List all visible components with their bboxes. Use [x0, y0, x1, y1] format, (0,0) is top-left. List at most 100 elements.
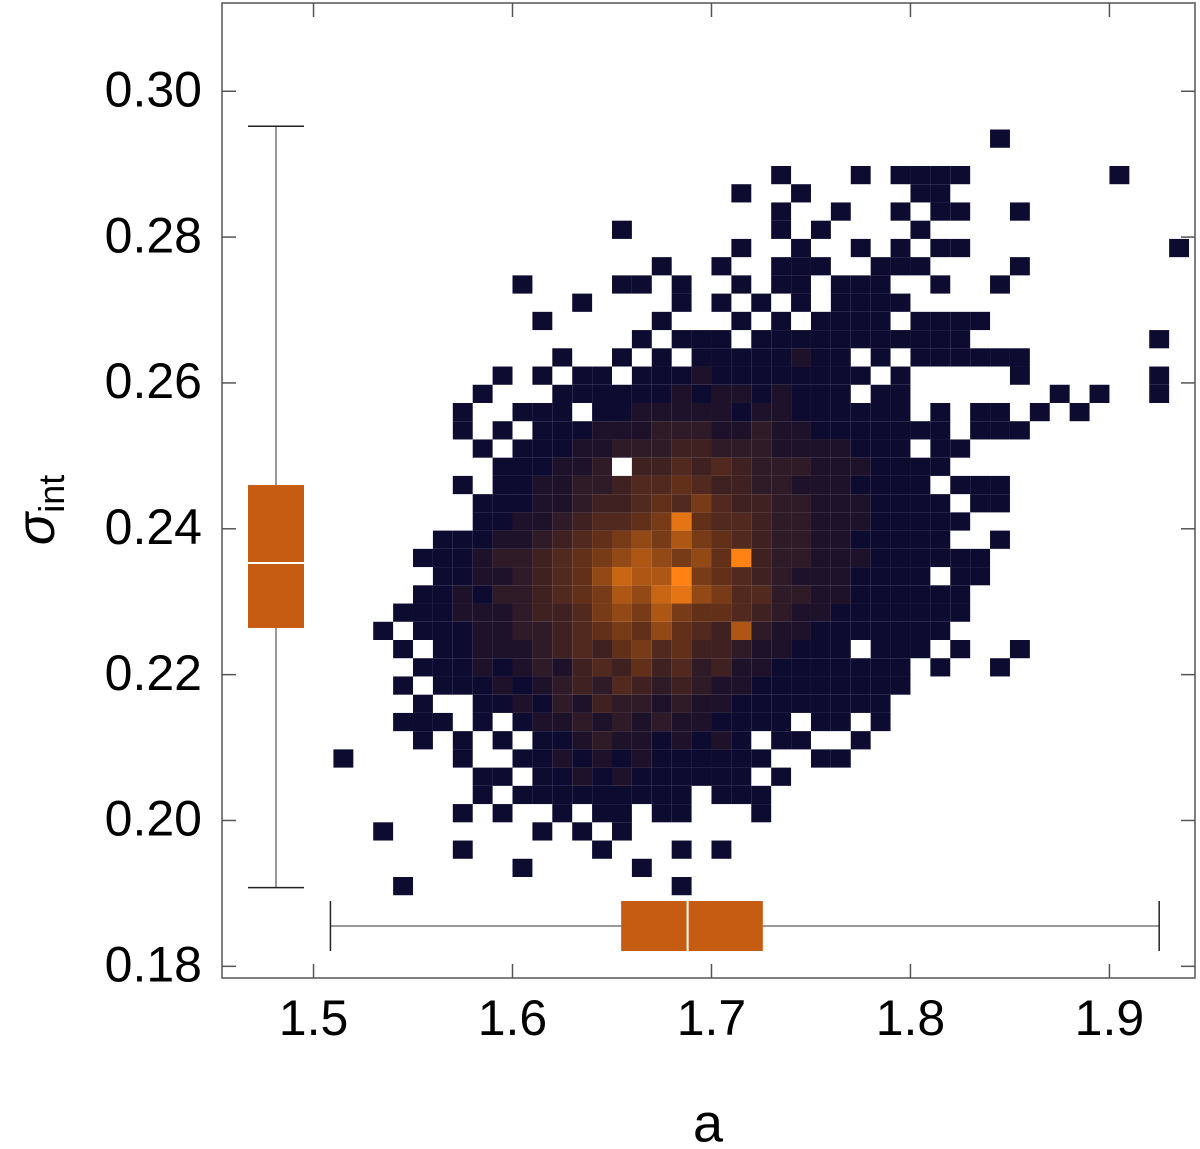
heat-cell: [791, 658, 811, 677]
heat-cell: [532, 567, 553, 586]
heat-cell: [830, 275, 851, 294]
heat-cell: [671, 585, 692, 604]
heat-cell: [930, 494, 951, 513]
heat-cell: [870, 676, 891, 695]
heat-cell: [930, 548, 951, 568]
heat-cell: [771, 694, 792, 713]
heat-cell: [552, 494, 573, 513]
heat-cell: [1029, 402, 1050, 422]
heat-cell: [611, 621, 632, 640]
heat-cell: [413, 731, 433, 750]
heat-cell: [631, 858, 652, 877]
heat-cell: [611, 712, 632, 732]
heat-cell: [751, 621, 772, 640]
heat-cell: [532, 658, 553, 677]
heat-cell: [930, 165, 951, 185]
heat-cell: [452, 421, 473, 440]
heat-cell: [651, 366, 672, 385]
heat-cell: [651, 384, 672, 403]
heat-cell: [472, 567, 493, 586]
heat-cell: [870, 421, 891, 440]
heat-cell: [930, 330, 951, 349]
heat-cell: [572, 293, 593, 312]
heat-cell: [671, 530, 692, 549]
heat-cell: [631, 658, 652, 677]
heat-cell: [930, 421, 951, 440]
heat-cell: [592, 494, 612, 513]
heat-cell: [691, 639, 712, 659]
heat-cell: [830, 548, 851, 568]
heat-cell: [432, 621, 453, 640]
heat-cell: [452, 567, 473, 586]
heat-cell: [870, 621, 891, 640]
heat-cell: [691, 548, 712, 568]
heat-cell: [532, 311, 553, 331]
heat-cell: [572, 567, 593, 586]
heat-cell: [452, 530, 473, 549]
x-tick-label: 1.6: [478, 990, 548, 1046]
heat-cell: [751, 530, 772, 549]
heat-cell: [631, 402, 652, 422]
heat-cell: [631, 421, 652, 440]
heat-cell: [791, 530, 811, 549]
heat-cell: [830, 330, 851, 349]
heat-cell: [572, 585, 593, 604]
heat-cell: [711, 621, 732, 640]
heat-cell: [691, 512, 712, 531]
heat-cell: [691, 767, 712, 786]
heat-cell: [810, 585, 831, 604]
heat-cell: [592, 639, 612, 659]
heat-cell: [830, 494, 851, 513]
heat-cell: [810, 621, 831, 640]
heat-cell: [572, 603, 593, 622]
heat-cell: [771, 257, 792, 276]
heat-cell: [890, 494, 911, 513]
heat-cell: [970, 567, 991, 586]
y-tick-label: 0.28: [105, 207, 202, 263]
heat-cell: [592, 785, 612, 805]
heat-cell: [592, 530, 612, 549]
heat-cell: [711, 658, 732, 677]
heat-cell: [691, 694, 712, 713]
heat-cell: [552, 457, 573, 476]
heat-cell: [432, 712, 453, 732]
heat-cell: [631, 275, 652, 294]
heat-cell: [512, 658, 533, 677]
heat-cell: [870, 348, 891, 367]
heat-cell: [771, 512, 792, 531]
heat-cell: [452, 676, 473, 695]
heat-cell: [631, 785, 652, 805]
heat-cell: [751, 694, 772, 713]
heat-cell: [512, 275, 533, 294]
heat-cell: [691, 603, 712, 622]
heat-cell: [930, 585, 951, 604]
heat-cell: [771, 731, 792, 750]
heat-cell: [651, 658, 672, 677]
heat-cell: [651, 676, 672, 695]
heat-cell: [512, 712, 533, 732]
heat-cell: [631, 530, 652, 549]
heat-cell: [452, 402, 473, 422]
heat-cell: [572, 494, 593, 513]
heat-cell: [751, 494, 772, 513]
heat-cell: [711, 585, 732, 604]
heat-cell: [691, 749, 712, 768]
heat-cell: [671, 731, 692, 750]
heat-cell: [472, 694, 493, 713]
heat-cell: [830, 421, 851, 440]
heat-cell: [731, 658, 752, 677]
heat-cell: [810, 402, 831, 422]
heat-cell: [930, 402, 951, 422]
heat-cell: [850, 311, 871, 331]
heat-cell: [731, 603, 752, 622]
heat-cell: [850, 366, 871, 385]
heat-cell: [572, 639, 593, 659]
heat-cell: [751, 712, 772, 732]
heat-cell: [890, 512, 911, 531]
heat-cell: [691, 712, 712, 732]
heat-cell: [771, 366, 792, 385]
heat-cell: [990, 421, 1010, 440]
heat-cell: [592, 840, 612, 859]
heat-cell: [651, 494, 672, 513]
heat-cell: [691, 402, 712, 422]
